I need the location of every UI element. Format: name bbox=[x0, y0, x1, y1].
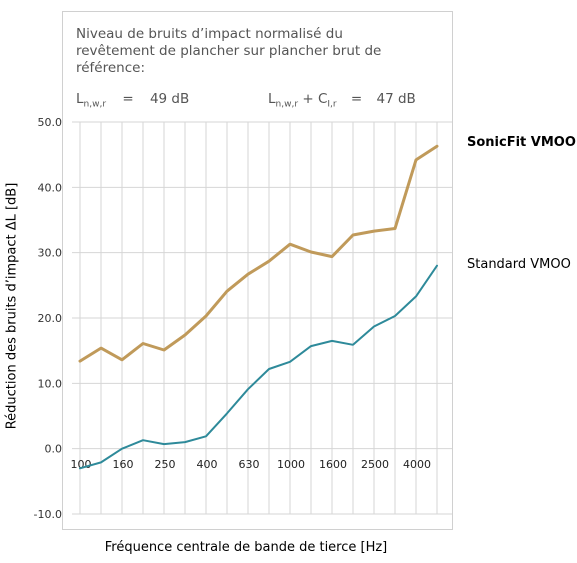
x-tick-label: 4000 bbox=[403, 458, 431, 471]
y-tick-label: 20.0 bbox=[38, 312, 63, 325]
formula-left: Ln,w,r = 49 dB bbox=[76, 91, 189, 110]
x-tick-label: 630 bbox=[239, 458, 260, 471]
x-tick-label: 100 bbox=[71, 458, 92, 471]
formula-right-equals: = bbox=[350, 91, 363, 107]
formula-right-c-sub: I,r bbox=[327, 99, 337, 110]
y-tick-label: 40.0 bbox=[38, 181, 63, 194]
x-tick-label: 250 bbox=[155, 458, 176, 471]
y-axis-title: Réduction des bruits d’impact ΔL [dB] bbox=[4, 182, 20, 430]
series-line-sonicfit bbox=[78, 144, 439, 363]
formula-left-value: 49 dB bbox=[149, 91, 190, 107]
y-tick-label: 50.0 bbox=[38, 116, 63, 129]
x-tick-labels: 100 160 250 400 630 1000 1600 2500 4000 bbox=[71, 458, 432, 471]
y-tick-label: 0.0 bbox=[45, 443, 63, 456]
x-tick-label: 2500 bbox=[361, 458, 389, 471]
x-axis-title: Fréquence centrale de bande de tierce [H… bbox=[104, 540, 388, 555]
formula-right-sub: n,w,r bbox=[275, 99, 299, 110]
formula-right-c-symbol: C bbox=[317, 91, 328, 107]
y-tick-label: 10.0 bbox=[38, 377, 63, 390]
legend-sonicfit: SonicFit VMOO bbox=[467, 135, 576, 150]
chart-title-line-1: Niveau de bruits d’impact normalisé du bbox=[76, 26, 343, 42]
x-tick-label: 1600 bbox=[319, 458, 347, 471]
plot-frame bbox=[62, 11, 453, 530]
series-line-standard bbox=[79, 264, 438, 470]
formula-left-equals: = bbox=[122, 91, 134, 107]
x-tick-label: 400 bbox=[197, 458, 218, 471]
horizontal-gridlines bbox=[72, 121, 452, 515]
chart-title-line-2: revêtement de plancher sur plancher brut… bbox=[76, 43, 382, 59]
x-tick-label: 1000 bbox=[277, 458, 305, 471]
formula-right-symbol: L bbox=[268, 91, 276, 107]
series-lines bbox=[78, 144, 439, 470]
formula-right: Ln,w,r + CI,r = 47 dB bbox=[268, 91, 416, 110]
formula-left-sub: n,w,r bbox=[83, 99, 107, 110]
legend-standard: Standard VMOO bbox=[467, 257, 571, 272]
x-tick-label: 160 bbox=[113, 458, 134, 471]
y-tick-label: -10.0 bbox=[34, 508, 62, 521]
formula-right-value: 47 dB bbox=[376, 91, 416, 107]
formula-left-symbol: L bbox=[76, 91, 84, 107]
y-tick-labels: 50.0 40.0 30.0 20.0 10.0 0.0 -10.0 bbox=[34, 116, 62, 521]
y-tick-label: 30.0 bbox=[38, 247, 63, 260]
chart-title-line-3: référence: bbox=[76, 60, 146, 76]
formula-right-plus: + bbox=[302, 91, 314, 107]
